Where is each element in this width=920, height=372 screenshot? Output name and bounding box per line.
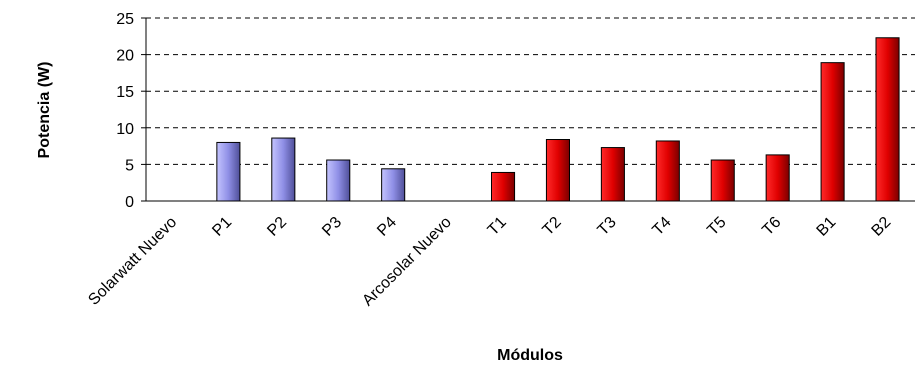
bar-p2 [271,137,296,202]
y-tick-label: 10 [116,121,134,138]
x-tick-label: P2 [264,214,290,240]
bar-t6 [765,154,790,202]
bar-t1 [491,171,516,202]
x-tick-label: P3 [319,214,345,240]
y-tick-label: 15 [116,84,134,101]
x-tick-label: B1 [814,214,840,240]
x-tick-label: Solarwatt Nuevo [85,214,180,309]
x-tick-label: T2 [540,214,565,239]
bar-t3 [600,147,625,202]
y-tick-label: 5 [125,157,134,174]
bar-t2 [545,139,570,202]
bar-b1 [820,62,845,202]
axes [145,18,915,202]
bar-t4 [655,140,680,202]
bar-b2 [875,37,900,202]
y-tick-label: 25 [116,11,134,28]
x-tick-label: T5 [704,214,729,239]
x-tick-label: T1 [485,214,510,239]
bar-p4 [381,168,406,202]
x-tick-label: P1 [209,214,235,240]
x-tick-label: P4 [374,214,400,240]
y-axis-title: Potencia (W) [36,62,53,159]
x-tick-label: T6 [759,214,784,239]
bar-p1 [216,141,241,202]
bar-p3 [326,159,351,202]
x-tick-label: B2 [868,214,894,240]
x-tick-label: T4 [649,214,674,239]
y-tick-labels: 0 5 10 15 20 25 [116,11,146,211]
y-tick-label: 0 [125,194,134,211]
y-tick-label: 20 [116,48,134,65]
bar-t5 [710,159,735,202]
bars [216,37,900,202]
x-tick-label: T3 [594,214,619,239]
x-axis-title: Módulos [497,347,563,364]
gridlines [146,17,915,165]
